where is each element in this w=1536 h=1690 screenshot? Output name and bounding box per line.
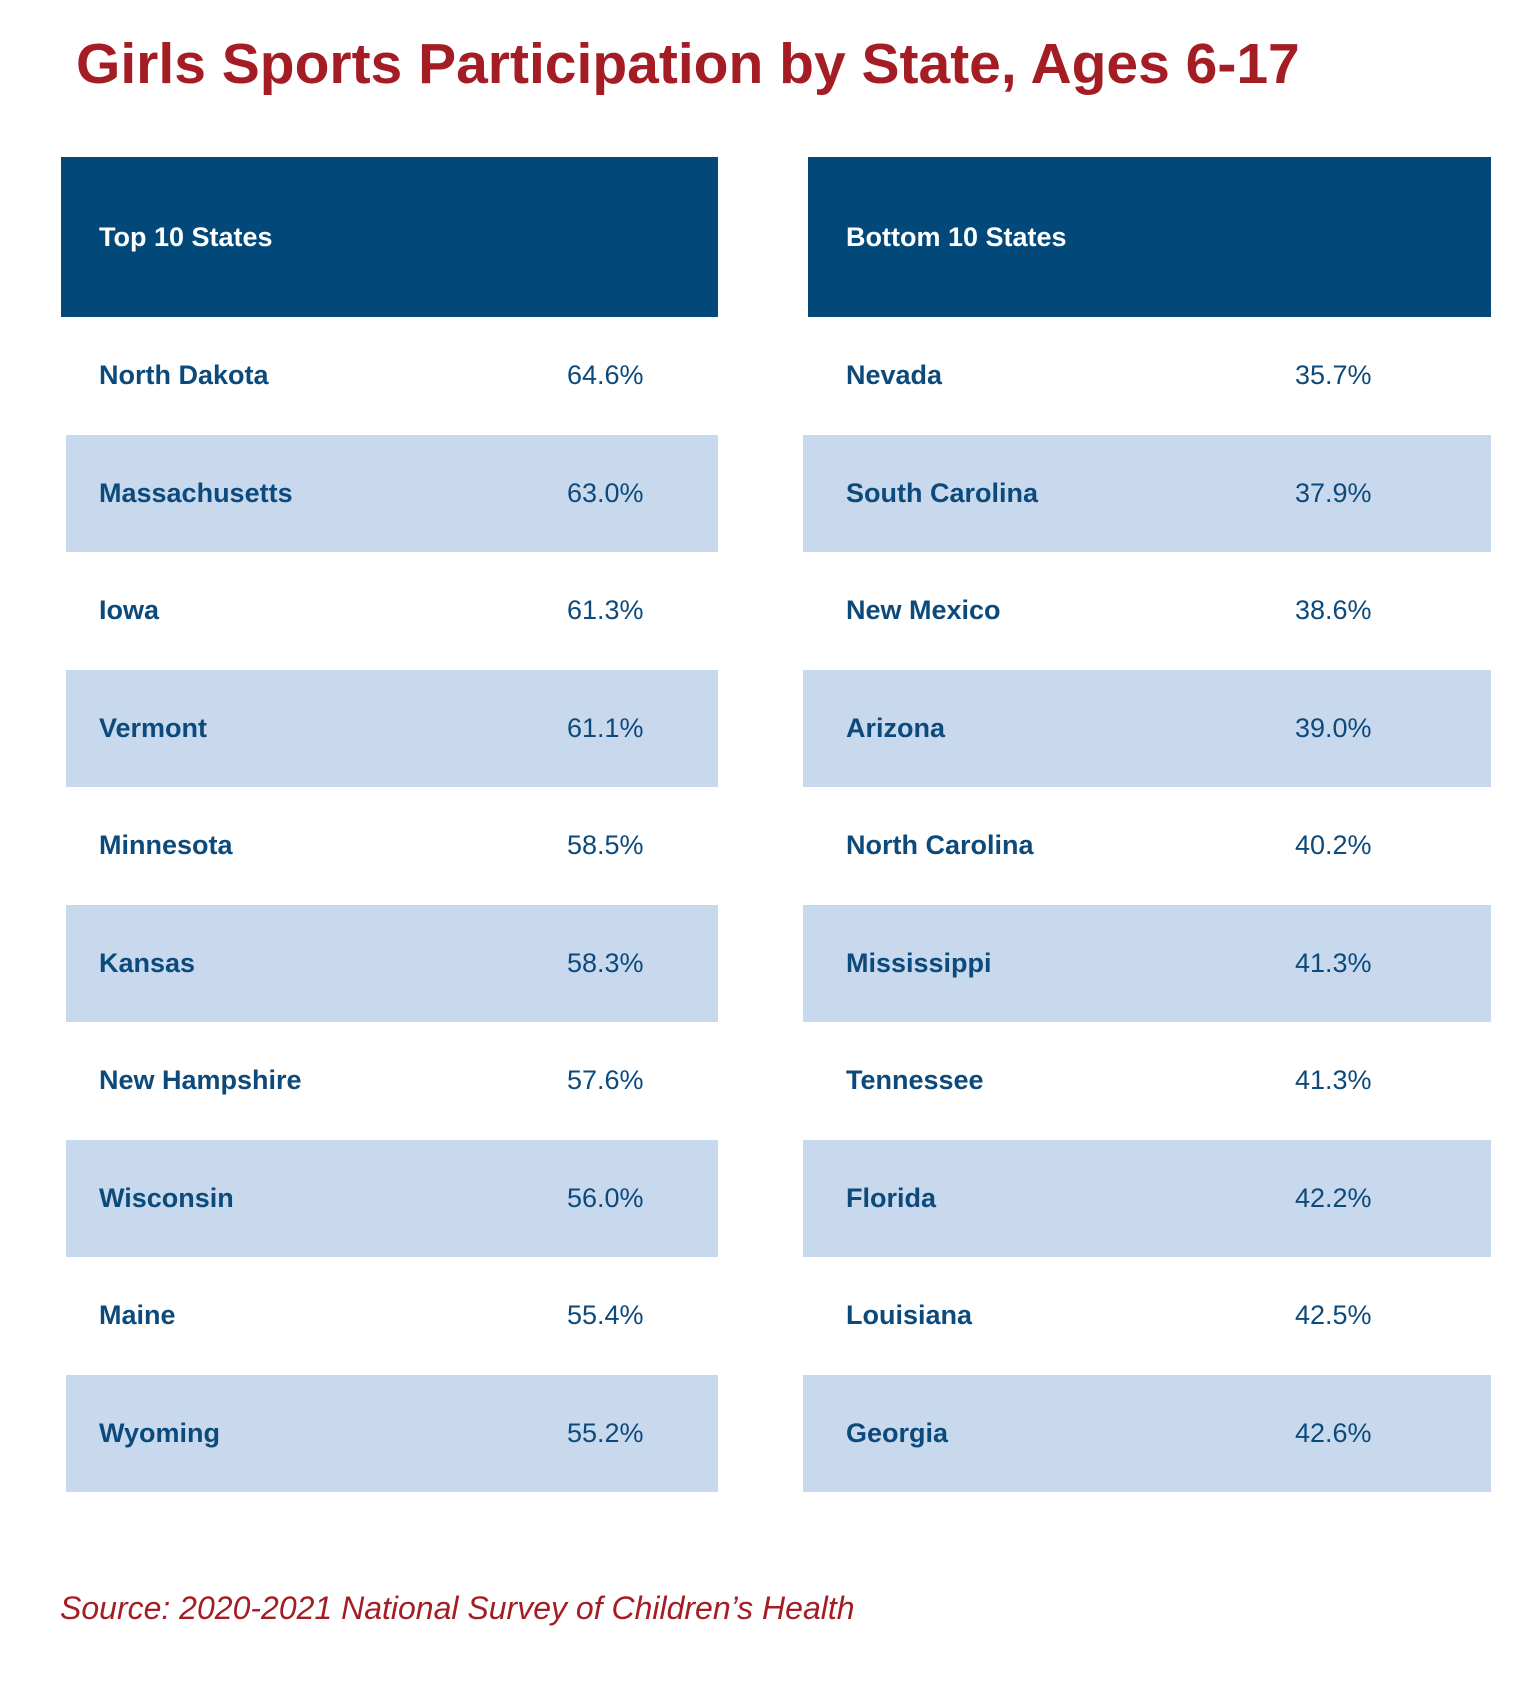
table-row: North Dakota 64.6% bbox=[61, 317, 718, 435]
state-name: Iowa bbox=[99, 595, 160, 626]
state-name: Tennessee bbox=[846, 1065, 984, 1096]
participation-value: 42.2% bbox=[1295, 1182, 1372, 1213]
participation-value: 56.0% bbox=[567, 1182, 644, 1213]
table-row: Minnesota 58.5% bbox=[61, 787, 718, 905]
state-name: New Mexico bbox=[846, 595, 1001, 626]
table-row: Tennessee 41.3% bbox=[808, 1022, 1491, 1140]
participation-value: 61.3% bbox=[567, 595, 644, 626]
table-row: Mississippi 41.3% bbox=[803, 904, 1491, 1022]
state-name: South Carolina bbox=[846, 477, 1039, 508]
table-row: South Carolina 37.9% bbox=[803, 434, 1491, 552]
bottom-10-states-table: Bottom 10 States Nevada 35.7% South Caroli… bbox=[803, 157, 1491, 1492]
top-10-states-table: Top 10 States North Dakota 64.6% Massachus… bbox=[61, 157, 718, 1492]
participation-value: 64.6% bbox=[567, 360, 644, 391]
state-name: North Dakota bbox=[99, 360, 269, 391]
participation-value: 38.6% bbox=[1295, 595, 1372, 626]
participation-value: 39.0% bbox=[1295, 712, 1372, 743]
state-name: Maine bbox=[99, 1300, 176, 1331]
participation-value: 61.1% bbox=[567, 712, 644, 743]
participation-value: 58.5% bbox=[567, 830, 644, 861]
table-row: Nevada 35.7% bbox=[808, 317, 1491, 435]
participation-value: 37.9% bbox=[1295, 477, 1372, 508]
table-row: Georgia 42.6% bbox=[803, 1374, 1491, 1492]
table-row: Iowa 61.3% bbox=[61, 552, 718, 670]
table-row: New Hampshire 57.6% bbox=[61, 1022, 718, 1140]
participation-value: 42.6% bbox=[1295, 1417, 1372, 1448]
table-row: Vermont 61.1% bbox=[66, 669, 718, 787]
top-10-states-rows: North Dakota 64.6% Massachusetts 63.0% Iowa 6… bbox=[61, 317, 718, 1492]
bottom-10-states-header: Bottom 10 States bbox=[808, 157, 1491, 317]
state-name: Mississippi bbox=[846, 947, 992, 978]
state-name: Florida bbox=[846, 1182, 937, 1213]
state-name: North Carolina bbox=[846, 830, 1034, 861]
participation-value: 35.7% bbox=[1295, 360, 1372, 391]
table-row: Maine 55.4% bbox=[61, 1257, 718, 1375]
state-name: Nevada bbox=[846, 360, 943, 391]
table-row: New Mexico 38.6% bbox=[808, 552, 1491, 670]
table-row: Kansas 58.3% bbox=[66, 904, 718, 1022]
participation-value: 58.3% bbox=[567, 947, 644, 978]
participation-value: 42.5% bbox=[1295, 1300, 1372, 1331]
participation-value: 41.3% bbox=[1295, 1065, 1372, 1096]
participation-value: 63.0% bbox=[567, 477, 644, 508]
table-row: Massachusetts 63.0% bbox=[66, 434, 718, 552]
state-name: Wisconsin bbox=[99, 1182, 234, 1213]
state-name: Georgia bbox=[846, 1417, 949, 1448]
table-row: Wisconsin 56.0% bbox=[66, 1139, 718, 1257]
state-name: Massachusetts bbox=[99, 477, 293, 508]
state-name: Minnesota bbox=[99, 830, 233, 861]
table-row: North Carolina 40.2% bbox=[808, 787, 1491, 905]
state-name: Arizona bbox=[846, 712, 946, 743]
participation-value: 40.2% bbox=[1295, 830, 1372, 861]
table-row: Louisiana 42.5% bbox=[808, 1257, 1491, 1375]
top-10-states-header: Top 10 States bbox=[61, 157, 718, 317]
state-name: New Hampshire bbox=[99, 1065, 302, 1096]
state-name: Kansas bbox=[99, 947, 196, 978]
state-name: Vermont bbox=[99, 712, 208, 743]
source-note: Source: 2020-2021 National Survey of Chi… bbox=[60, 1590, 855, 1626]
participation-value: 55.2% bbox=[567, 1417, 644, 1448]
state-name: Louisiana bbox=[846, 1300, 973, 1331]
state-name: Wyoming bbox=[99, 1417, 220, 1448]
table-row: Arizona 39.0% bbox=[803, 669, 1491, 787]
participation-value: 55.4% bbox=[567, 1300, 644, 1331]
bottom-10-states-rows: Nevada 35.7% South Carolina 37.9% New Mexico… bbox=[803, 317, 1491, 1492]
page-title: Girls Sports Participation by State, Age… bbox=[76, 32, 1300, 96]
participation-value: 57.6% bbox=[567, 1065, 644, 1096]
participation-value: 41.3% bbox=[1295, 947, 1372, 978]
table-row: Wyoming 55.2% bbox=[66, 1374, 718, 1492]
table-row: Florida 42.2% bbox=[803, 1139, 1491, 1257]
